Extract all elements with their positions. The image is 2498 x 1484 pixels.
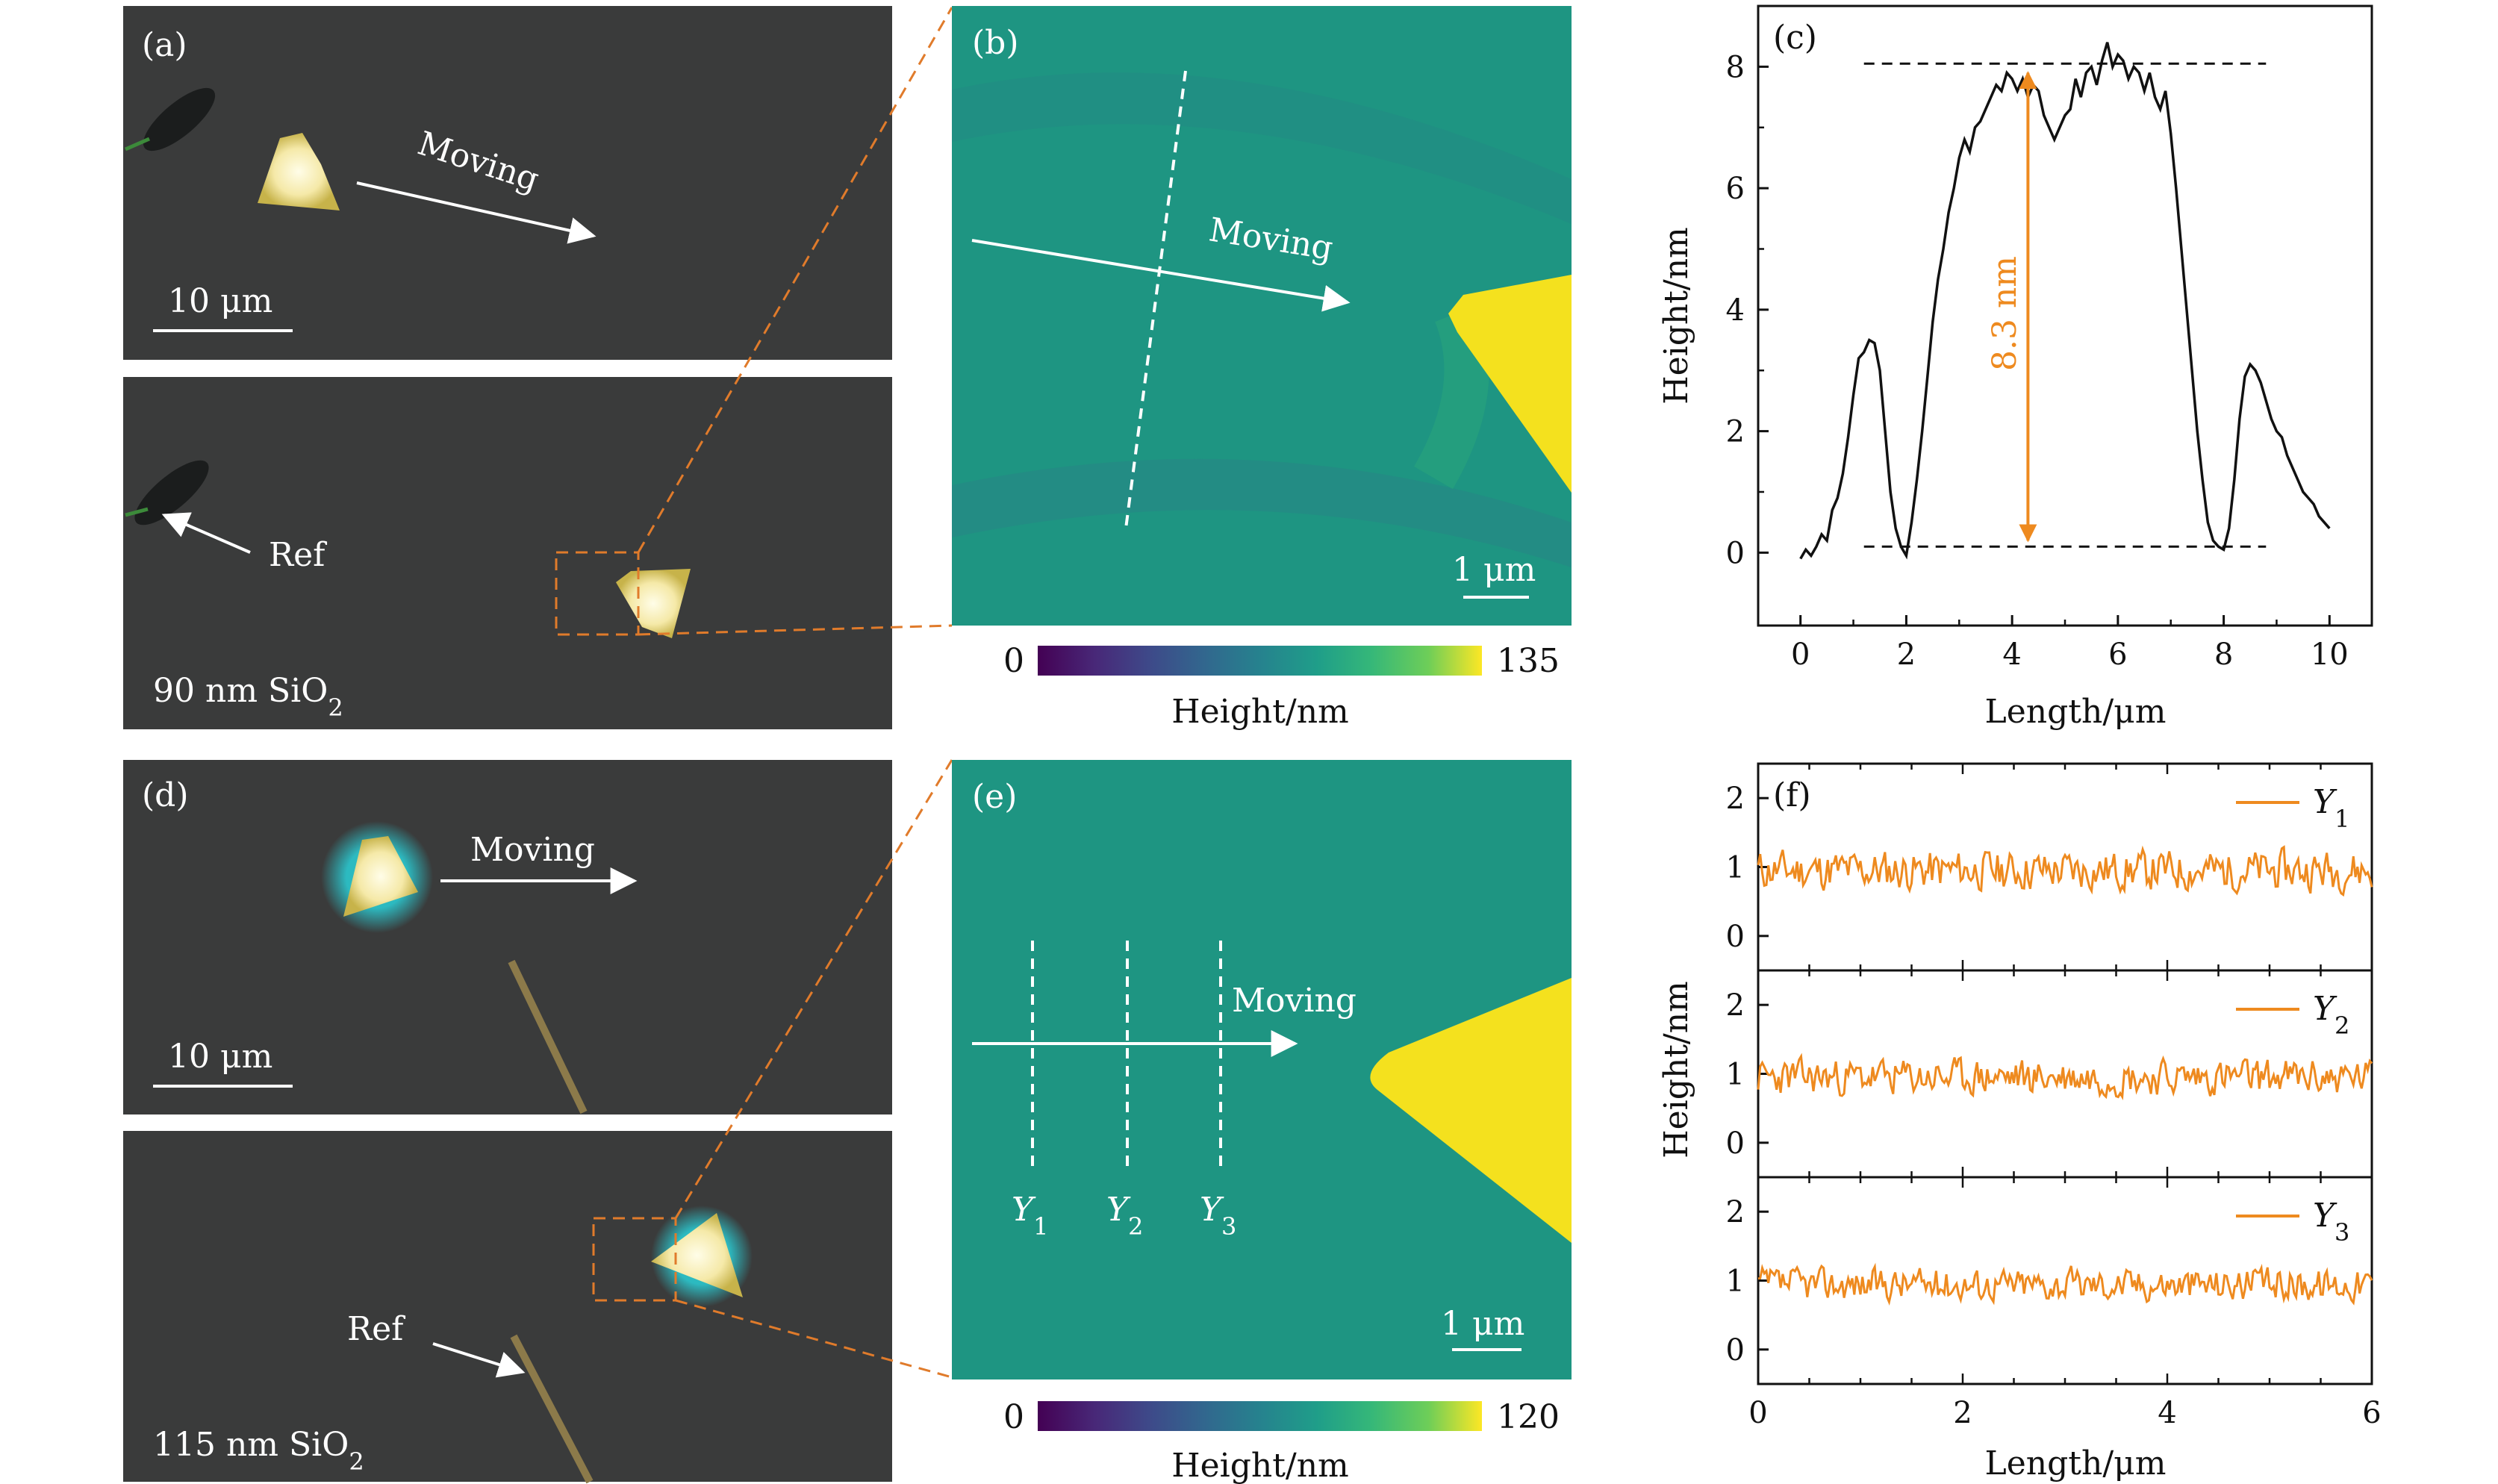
colorbar-max: 120 [1497,1398,1560,1436]
zoom-box [555,551,640,636]
scale-bar-label: 10 μm [168,282,272,320]
y-tick-label: 8 [1726,50,1745,84]
ref-arrow [432,1342,526,1378]
y-tick-label: 4 [1726,293,1745,328]
substrate-label: 90 nm SiO2 [153,672,343,722]
x-tick-label: 4 [2158,1396,2176,1430]
profile-line [1799,42,2331,560]
scale-bar-label: 1 μm [1452,551,1536,589]
panel-a-top: (a) Moving 10 μm [123,6,892,360]
moving-label: Moving [1232,982,1357,1020]
x-tick-label: 8 [2214,637,2233,672]
scale-bar-label: 1 μm [1441,1305,1524,1343]
y-tick-label: 0 [1726,1333,1745,1368]
x-tick-label: 4 [2002,637,2021,672]
x-tick-label: 2 [1953,1396,1972,1430]
zoom-leader-top [674,759,953,1219]
colorbar-min: 0 [1003,1398,1024,1436]
flake-triangle [258,133,340,211]
y-tick-label: 0 [1726,536,1745,570]
legend-label: Y3 [2313,1197,2349,1247]
panel-f-label: (f) [1773,776,1811,814]
panel-a-bottom: Ref 90 nm SiO2 [123,377,892,729]
moving-arrow [971,239,1351,312]
cut-label-y3: Y3 [1200,1191,1236,1241]
panel-e-label: (e) [972,778,1017,816]
cut-label-y2: Y2 [1106,1191,1143,1241]
flake-triangle [616,569,691,638]
reference-rod [508,959,588,1114]
ref-label: Ref [347,1310,405,1348]
panel-c: 0 2 4 6 8 10 0 2 4 6 8 (c) 8.3 nm Length/μm Height… [1657,4,2373,731]
panel-d-top: (d) Moving 10 μm [123,760,892,1114]
panel-b-label: (b) [972,24,1019,62]
y-tick-label: 6 [1726,172,1745,206]
panel-e: Moving Y1 Y2 Y3 (e) 1 μm [952,760,1572,1379]
afm-flake [1448,275,1572,493]
legend-label: Y2 [2313,990,2349,1040]
panel-d-bottom: Ref 115 nm SiO2 [123,1131,892,1484]
y-tick-label: 2 [1726,782,1745,816]
flake-triangle [651,1213,743,1297]
colorbar-min: 0 [1003,642,1024,680]
panel-d-label: (d) [142,776,189,814]
x-tick-label: 0 [1791,637,1810,672]
panel-b: Moving (b) 1 μm [952,6,1572,626]
profile-line-y3 [1757,1262,2373,1306]
x-axis-title: Length/μm [1985,693,2167,731]
cut-label-y1: Y1 [1012,1191,1048,1241]
x-tick-label: 0 [1748,1396,1767,1430]
x-tick-label: 6 [2108,637,2127,672]
zoom-leader-top [637,7,953,553]
x-axis-title: Length/μm [1985,1444,2167,1483]
ref-label: Ref [269,536,327,574]
panel-a-label: (a) [142,26,187,64]
height-annotation: 8.3 nm [1986,256,2024,371]
colorbar-e: 0 120 Height/nm [1003,1398,1560,1484]
zoom-leader-bottom [638,624,953,636]
moving-arrow [356,181,597,244]
y-tick-label: 2 [1726,1195,1745,1229]
y-tick-label: 0 [1726,920,1745,954]
profile-cut-line [1124,70,1187,529]
zoom-box [592,1217,677,1302]
y-axis-title: Height/nm [1657,227,1695,405]
colorbar-max: 135 [1497,642,1560,680]
y-tick-label: 1 [1726,1058,1745,1092]
plot-frame [1757,4,2373,627]
y-tick-label: 2 [1726,988,1745,1023]
y-tick-label: 2 [1726,415,1745,449]
profile-line-y2 [1757,1053,2373,1100]
y-tick-label: 0 [1726,1126,1745,1161]
y-tick-label: 1 [1726,1265,1745,1299]
profile-line-y1 [1757,845,2373,897]
colorbar-title: Height/nm [1171,1447,1349,1484]
x-tick-label: 6 [2362,1396,2381,1430]
colorbar-title: Height/nm [1171,693,1349,731]
panel-f: 0 1 2 Y1 0 1 2 Y2 0 1 2 Y3 0 2 4 6 (f) Length/μm Height… [1657,762,2382,1483]
subplot-frame [1757,969,2373,1179]
substrate-label: 115 nm SiO2 [153,1426,364,1476]
y-axis-title: Height/nm [1657,981,1695,1159]
ref-arrow [161,512,251,554]
scale-bar-label: 10 μm [168,1038,272,1076]
reference-rod [510,1334,594,1484]
flake-triangle [343,836,418,917]
x-tick-label: 10 [2311,637,2349,672]
colorbar-b: 0 135 Height/nm [1003,642,1560,731]
x-tick-label: 2 [1897,637,1916,672]
zoom-leader-bottom [675,1299,953,1379]
moving-label: Moving [470,831,595,869]
afm-flake [1370,978,1572,1243]
legend-label: Y1 [2313,783,2349,833]
y-tick-label: 1 [1726,851,1745,885]
panel-c-label: (c) [1773,19,1817,57]
